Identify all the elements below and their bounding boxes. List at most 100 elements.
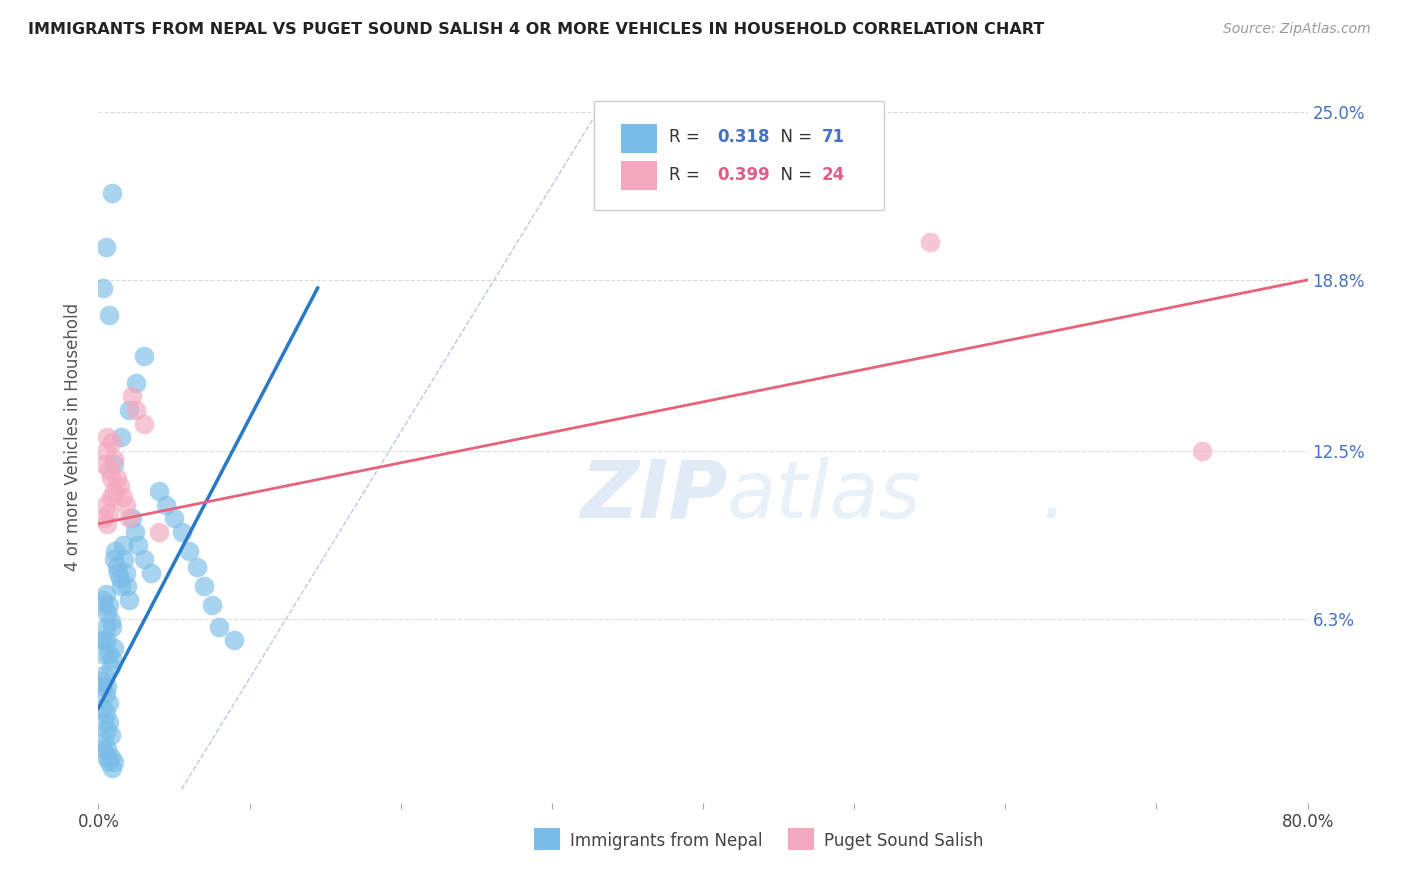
Y-axis label: 4 or more Vehicles in Household: 4 or more Vehicles in Household (65, 303, 83, 571)
Point (98, 647, 121, 661)
Point (114, 566, 136, 580)
Text: 0.318: 0.318 (717, 128, 770, 146)
Text: 0.399: 0.399 (717, 166, 770, 185)
Point (103, 484, 125, 499)
Bar (787, 829, 814, 850)
Point (101, 761, 124, 775)
Text: Immigrants from Nepal: Immigrants from Nepal (569, 832, 762, 850)
Point (132, 417, 155, 431)
Bar (621, 161, 657, 190)
Point (98, 308, 121, 322)
Point (104, 544, 127, 558)
Point (93, 457, 115, 471)
Point (121, 511, 143, 525)
Point (100, 728, 122, 742)
Point (101, 652, 124, 666)
Point (94, 240, 117, 254)
Text: IMMIGRANTS FROM NEPAL VS PUGET SOUND SALISH 4 OR MORE VEHICLES IN HOUSEHOLD CORR: IMMIGRANTS FROM NEPAL VS PUGET SOUND SAL… (28, 22, 1045, 37)
Point (94, 688, 117, 702)
Point (114, 498, 136, 512)
Point (918, 235, 941, 249)
Point (224, 633, 246, 648)
Point (201, 598, 224, 612)
Point (107, 566, 129, 580)
Point (101, 186, 124, 201)
Point (90, 673, 112, 688)
Point (186, 560, 208, 574)
Point (110, 430, 132, 444)
Point (91, 701, 114, 715)
Point (111, 538, 134, 552)
Point (98, 462, 121, 476)
Point (132, 552, 155, 566)
Point (110, 579, 132, 593)
Point (94, 706, 117, 721)
Point (115, 579, 138, 593)
Text: R =: R = (669, 166, 706, 185)
Point (193, 579, 215, 593)
Point (91, 592, 114, 607)
Point (94, 749, 117, 764)
Text: 24: 24 (821, 166, 845, 185)
Point (118, 592, 141, 607)
Point (124, 524, 146, 539)
Point (101, 435, 124, 450)
Point (100, 615, 122, 629)
Point (96, 741, 118, 756)
Point (100, 490, 122, 504)
Point (100, 471, 122, 485)
Point (96, 516, 118, 531)
Point (96, 633, 118, 648)
Point (91, 679, 114, 693)
Point (108, 479, 131, 493)
Text: N =: N = (769, 128, 817, 146)
Point (93, 668, 115, 682)
Point (141, 566, 163, 580)
Point (91, 741, 114, 756)
Point (179, 544, 201, 558)
Point (1191, 443, 1213, 458)
Point (108, 571, 131, 585)
Point (96, 723, 118, 737)
Point (103, 451, 125, 466)
Point (105, 560, 128, 574)
Point (103, 755, 125, 769)
Point (103, 641, 125, 656)
Point (98, 714, 121, 729)
Point (94, 620, 117, 634)
Point (132, 349, 155, 363)
Point (127, 538, 149, 552)
Text: Puget Sound Salish: Puget Sound Salish (824, 832, 983, 850)
Point (93, 733, 115, 747)
Bar (621, 124, 657, 153)
Point (111, 490, 134, 504)
Text: R =: R = (669, 128, 706, 146)
Point (105, 471, 128, 485)
Bar (534, 829, 561, 850)
Text: N =: N = (769, 166, 817, 185)
Point (121, 389, 143, 403)
Point (100, 749, 122, 764)
Point (112, 552, 135, 566)
Point (94, 498, 117, 512)
Point (94, 443, 117, 458)
Text: 71: 71 (821, 128, 845, 146)
Point (91, 647, 114, 661)
Point (208, 620, 231, 634)
Point (98, 755, 121, 769)
Point (101, 620, 124, 634)
Point (103, 457, 125, 471)
Point (98, 696, 121, 710)
Point (90, 633, 112, 648)
Point (163, 511, 186, 525)
Point (93, 598, 115, 612)
Text: Source: ZipAtlas.com: Source: ZipAtlas.com (1223, 22, 1371, 37)
Point (148, 484, 170, 499)
Point (96, 606, 118, 620)
Point (103, 552, 125, 566)
Point (93, 633, 115, 648)
Text: .: . (1042, 457, 1067, 534)
Text: ZIP: ZIP (579, 457, 727, 534)
Point (125, 403, 148, 417)
Point (118, 403, 141, 417)
